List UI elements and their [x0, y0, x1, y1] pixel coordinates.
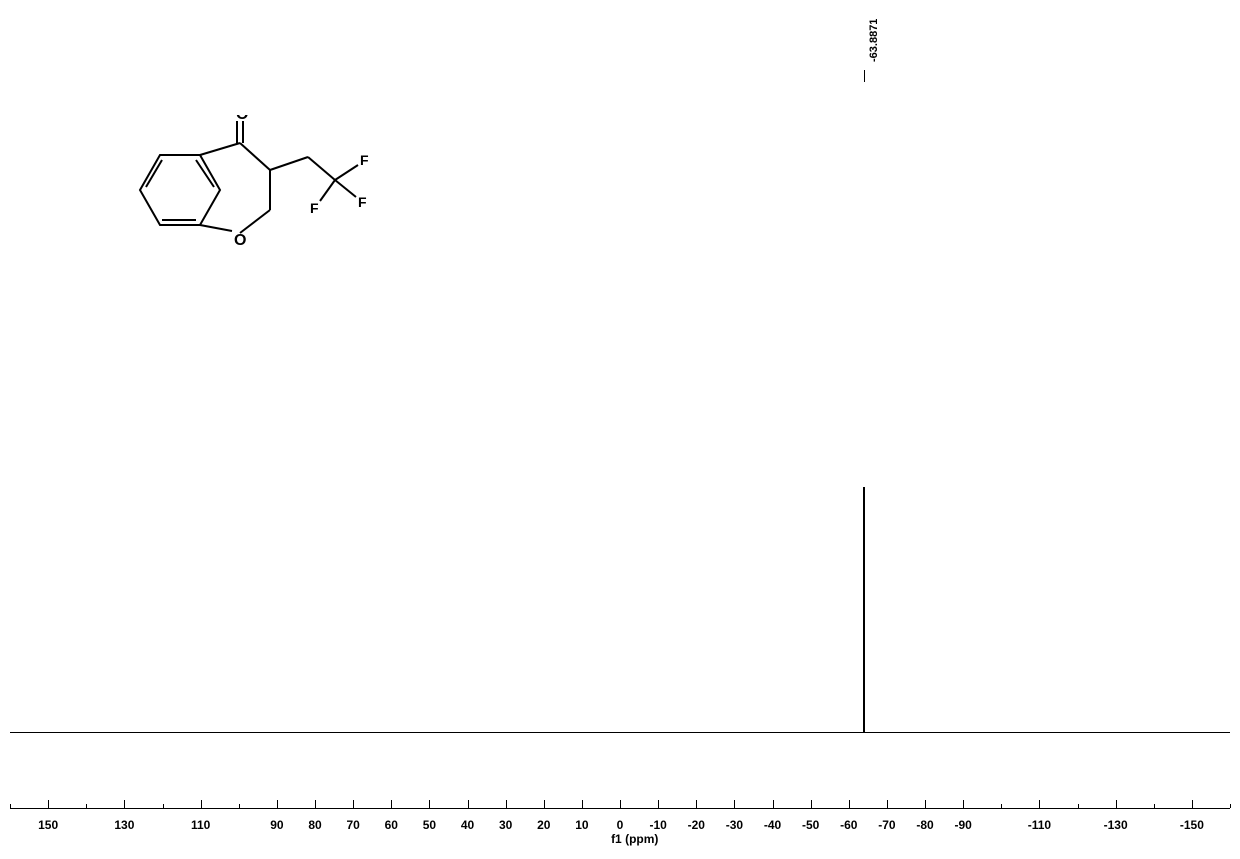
- chemical-structure: O O F F F: [120, 115, 370, 265]
- peak-label: -63.8871: [868, 19, 880, 62]
- x-tick-label: 70: [346, 818, 359, 832]
- x-tick-label: -130: [1104, 818, 1128, 832]
- x-tick-major: [429, 800, 430, 808]
- x-axis-title: f1 (ppm): [611, 832, 658, 846]
- x-tick-major: [887, 800, 888, 808]
- atom-O-ring: O: [234, 232, 246, 249]
- x-tick-label: -50: [802, 818, 819, 832]
- x-tick-minor: [10, 804, 11, 808]
- x-tick-major: [1192, 800, 1193, 808]
- x-tick-label: -20: [688, 818, 705, 832]
- x-tick-major: [48, 800, 49, 808]
- x-tick-label: 80: [308, 818, 321, 832]
- x-tick-major: [1039, 800, 1040, 808]
- x-tick-label: 60: [385, 818, 398, 832]
- x-tick-major: [582, 800, 583, 808]
- peak-label-tick: [864, 70, 865, 82]
- x-tick-label: 30: [499, 818, 512, 832]
- x-tick-major: [696, 800, 697, 808]
- x-tick-major: [658, 800, 659, 808]
- x-axis: [10, 808, 1230, 809]
- atom-F1: F: [360, 152, 369, 168]
- x-tick-label: -70: [878, 818, 895, 832]
- x-tick-label: -30: [726, 818, 743, 832]
- x-tick-major: [277, 800, 278, 808]
- x-tick-label: -110: [1028, 818, 1051, 832]
- x-tick-label: 0: [617, 818, 624, 832]
- nmr-figure: -63.8871: [0, 0, 1240, 859]
- x-tick-label: -60: [840, 818, 857, 832]
- x-tick-label: -150: [1180, 818, 1204, 832]
- x-tick-major: [773, 800, 774, 808]
- atom-O-ketone: O: [236, 115, 248, 123]
- x-tick-label: -10: [649, 818, 666, 832]
- x-tick-minor: [163, 804, 164, 808]
- x-tick-label: 110: [191, 818, 210, 832]
- x-tick-minor: [1078, 804, 1079, 808]
- x-tick-minor: [86, 804, 87, 808]
- x-tick-major: [124, 800, 125, 808]
- x-tick-major: [353, 800, 354, 808]
- x-tick-major: [506, 800, 507, 808]
- x-tick-label: 90: [270, 818, 283, 832]
- x-tick-label: 130: [114, 818, 134, 832]
- x-tick-major: [544, 800, 545, 808]
- spectrum-peak: [863, 487, 865, 732]
- x-tick-minor: [1230, 804, 1231, 808]
- x-tick-label: 20: [537, 818, 550, 832]
- x-tick-major: [201, 800, 202, 808]
- x-tick-minor: [1001, 804, 1002, 808]
- x-tick-minor: [1154, 804, 1155, 808]
- x-tick-major: [1116, 800, 1117, 808]
- x-tick-label: 50: [423, 818, 436, 832]
- x-tick-label: 150: [38, 818, 58, 832]
- x-tick-major: [963, 800, 964, 808]
- atom-F3: F: [310, 200, 319, 216]
- x-tick-label: 40: [461, 818, 474, 832]
- x-tick-label: 10: [575, 818, 588, 832]
- spectrum-baseline: [10, 732, 1230, 733]
- x-tick-major: [734, 800, 735, 808]
- x-tick-label: -90: [954, 818, 971, 832]
- x-tick-major: [391, 800, 392, 808]
- x-tick-major: [811, 800, 812, 808]
- x-tick-label: -40: [764, 818, 781, 832]
- x-tick-major: [849, 800, 850, 808]
- atom-F2: F: [358, 194, 367, 210]
- x-tick-minor: [239, 804, 240, 808]
- x-tick-label: -80: [916, 818, 933, 832]
- x-tick-major: [468, 800, 469, 808]
- x-tick-major: [620, 800, 621, 808]
- x-tick-major: [315, 800, 316, 808]
- x-tick-major: [925, 800, 926, 808]
